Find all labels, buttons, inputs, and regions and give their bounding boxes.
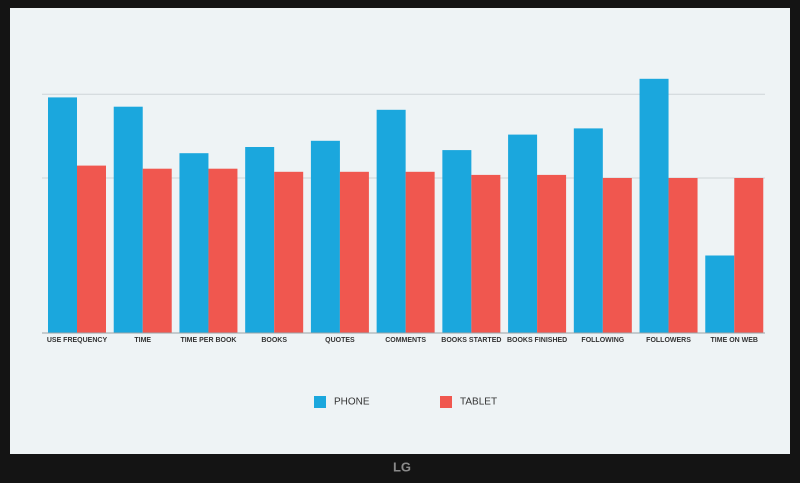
bar [142,168,172,333]
bar [705,255,735,333]
bar [734,178,764,333]
bar [668,178,698,333]
bar [274,171,304,333]
brand-logo: LG [393,459,411,474]
legend-label: TABLET [460,397,497,408]
bar [537,174,567,333]
bar [471,174,501,333]
bar [508,134,538,333]
bar [48,97,77,334]
x-tick-label: BOOKS STARTED [441,337,501,344]
bar [77,165,106,333]
bar [602,178,632,333]
x-tick-label: USE FREQUENCY [47,337,108,344]
x-tick-label: TIME [134,337,151,344]
x-tick-label: QUOTES [325,337,355,344]
bar [339,171,369,333]
x-tick-label: FOLLOWERS [646,337,691,344]
x-tick-label: COMMENTS [385,337,426,344]
bar [405,171,435,333]
bar [179,153,209,333]
legend-label: PHONE [334,397,370,408]
x-tick-label: TIME ON WEB [711,337,758,344]
legend-swatch [314,396,326,408]
bar [245,147,275,333]
bar [573,128,603,333]
x-tick-label: BOOKS [261,337,287,344]
x-tick-label: FOLLOWING [581,337,624,344]
x-tick-label: TIME PER BOOK [180,337,236,344]
bar [113,106,143,333]
bar [376,109,406,333]
bar [442,150,472,333]
legend-swatch [440,396,452,408]
bar [208,168,238,333]
bar [639,78,669,333]
x-tick-label: BOOKS FINISHED [507,337,567,344]
bar [310,140,340,333]
